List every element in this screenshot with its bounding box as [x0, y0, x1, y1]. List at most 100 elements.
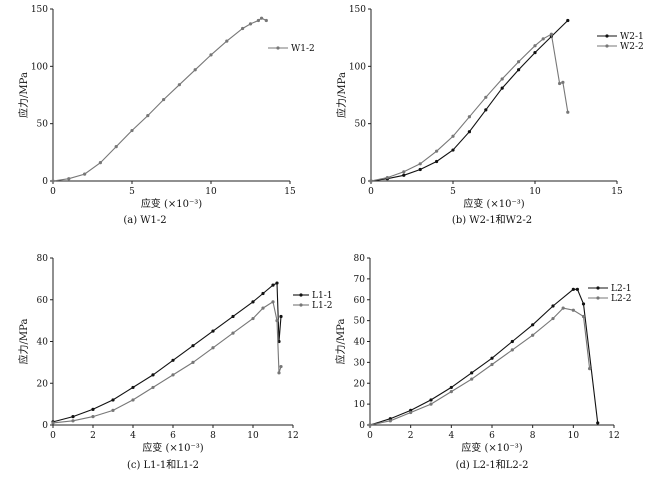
data-point: [191, 360, 195, 364]
data-point: [510, 348, 514, 352]
data-point: [261, 306, 265, 310]
data-point: [566, 110, 570, 114]
data-point: [83, 172, 87, 176]
data-point: [449, 385, 453, 390]
y-tick-label: 0: [359, 421, 365, 431]
data-point: [517, 60, 521, 64]
y-tick-label: 70: [354, 275, 366, 285]
data-point: [467, 130, 471, 134]
data-point: [225, 39, 229, 43]
data-point: [558, 81, 562, 86]
data-point: [275, 281, 279, 285]
panel-4: 0 2 4 6 8 10 12 0 10 20 30 40 50 60 70 80 应变 (×10⁻³) 应力/M…: [334, 254, 631, 471]
y-tick-label: 100: [349, 62, 366, 72]
data-point: [231, 314, 235, 319]
series-line: [52, 300, 282, 424]
data-point: [67, 177, 71, 181]
y-tick-label: 40: [354, 338, 366, 348]
x-tick-label: 8: [530, 431, 536, 441]
data-point: [51, 421, 55, 425]
data-point: [131, 385, 135, 390]
legend-marker: [605, 34, 609, 38]
y-tick-label: 50: [354, 317, 366, 327]
data-point: [402, 170, 406, 174]
data-point: [549, 32, 554, 36]
data-point: [231, 331, 235, 335]
panel-caption: (d) L2-1和L2-2: [456, 459, 529, 471]
data-point: [500, 86, 504, 90]
series-l1-2: [51, 300, 283, 425]
data-point: [470, 371, 474, 375]
data-point: [275, 319, 279, 323]
legend-marker: [596, 296, 600, 300]
y-tick-label: 50: [355, 120, 367, 130]
y-axis-label: 应力/MPa: [17, 72, 30, 118]
series-l2-2: [368, 306, 592, 427]
x-tick-label: 10: [205, 187, 217, 197]
data-point: [191, 344, 195, 348]
y-tick-label: 30: [354, 358, 366, 368]
x-axis-label: 应变 (×10⁻³): [141, 197, 202, 210]
y-tick-label: 20: [37, 379, 49, 389]
panel-caption: (c) L1-1和L1-2: [127, 459, 199, 471]
data-point: [111, 398, 115, 402]
data-point: [484, 95, 488, 99]
legend-marker: [299, 293, 303, 297]
data-point: [581, 314, 586, 319]
data-point: [261, 291, 265, 296]
y-tick-label: 60: [37, 296, 49, 306]
x-tick-label: 2: [90, 431, 96, 441]
legend-marker: [596, 286, 600, 290]
panel-3: 0 2 4 6 8 10 12 0 20 40 60 80 应变 (×10⁻³) 应力/MPa (c) L1…: [17, 254, 332, 471]
data-point: [385, 175, 389, 180]
data-point: [517, 68, 521, 72]
data-point: [429, 398, 433, 402]
legend-label: W2-1: [620, 32, 644, 42]
data-point: [581, 302, 586, 306]
data-point: [130, 128, 134, 133]
data-point: [531, 323, 535, 327]
data-point: [151, 373, 155, 377]
data-point: [561, 80, 565, 84]
x-tick-label: 6: [489, 431, 495, 441]
data-point: [251, 316, 255, 321]
data-point: [211, 329, 215, 333]
series-line: [369, 307, 591, 426]
data-point: [575, 287, 580, 291]
data-point: [98, 161, 102, 165]
data-point: [435, 159, 439, 164]
data-point: [271, 300, 275, 304]
data-point: [449, 390, 453, 394]
data-point: [510, 339, 514, 344]
legend-marker: [276, 46, 280, 50]
data-point: [259, 16, 264, 20]
data-point: [151, 385, 155, 390]
legend-label: L1-2: [312, 301, 332, 311]
data-point: [211, 346, 215, 350]
data-point: [533, 44, 537, 48]
y-tick-label: 0: [360, 177, 366, 187]
data-point: [541, 37, 545, 41]
data-point: [131, 398, 135, 402]
data-point: [551, 304, 555, 308]
legend-label: L2-1: [611, 284, 631, 294]
series-line: [370, 33, 569, 182]
data-point: [162, 97, 166, 102]
y-tick-label: 20: [354, 379, 366, 389]
y-tick-label: 150: [349, 5, 366, 15]
data-point: [596, 421, 600, 425]
data-point: [71, 419, 75, 423]
data-point: [209, 53, 213, 57]
legend-label: W1-2: [291, 44, 315, 54]
x-axis-label: 应变 (×10⁻³): [142, 441, 203, 454]
data-point: [470, 377, 474, 381]
legend-marker: [605, 44, 609, 48]
data-point: [429, 402, 433, 406]
data-point: [500, 77, 504, 81]
x-tick-label: 4: [130, 431, 136, 441]
x-tick-label: 0: [50, 187, 56, 197]
data-point: [551, 316, 555, 321]
y-axis-label: 应力/MPa: [335, 72, 348, 118]
legend-label: L2-2: [611, 294, 631, 304]
